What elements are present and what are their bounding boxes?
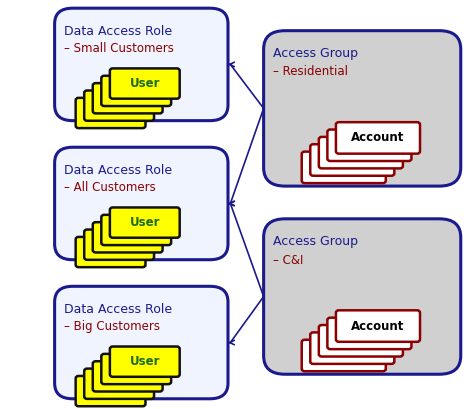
FancyBboxPatch shape	[110, 346, 180, 377]
Text: – C&I: – C&I	[273, 254, 304, 267]
FancyBboxPatch shape	[84, 90, 154, 121]
FancyBboxPatch shape	[110, 68, 180, 99]
Text: – Residential: – Residential	[273, 65, 348, 79]
FancyBboxPatch shape	[110, 207, 180, 238]
FancyBboxPatch shape	[302, 340, 386, 371]
Text: Access Group: Access Group	[273, 47, 358, 60]
FancyBboxPatch shape	[264, 31, 461, 186]
FancyBboxPatch shape	[76, 98, 145, 128]
FancyBboxPatch shape	[76, 376, 145, 406]
FancyBboxPatch shape	[93, 361, 162, 391]
FancyBboxPatch shape	[84, 369, 154, 399]
Text: Data Access Role: Data Access Role	[64, 303, 172, 316]
Text: – Big Customers: – Big Customers	[64, 320, 160, 333]
Text: Access Group: Access Group	[273, 235, 358, 248]
FancyBboxPatch shape	[319, 325, 403, 357]
FancyBboxPatch shape	[310, 333, 394, 364]
FancyBboxPatch shape	[264, 219, 461, 374]
Text: User: User	[130, 355, 160, 368]
Text: User: User	[130, 77, 160, 90]
Text: – All Customers: – All Customers	[64, 181, 156, 194]
Text: – Small Customers: – Small Customers	[64, 42, 174, 55]
FancyBboxPatch shape	[93, 222, 162, 252]
FancyBboxPatch shape	[327, 318, 411, 349]
FancyBboxPatch shape	[76, 237, 145, 267]
Text: User: User	[130, 216, 160, 229]
Text: Account: Account	[352, 131, 405, 144]
FancyBboxPatch shape	[302, 152, 386, 183]
FancyBboxPatch shape	[101, 215, 171, 245]
FancyBboxPatch shape	[84, 229, 154, 260]
FancyBboxPatch shape	[55, 147, 228, 260]
FancyBboxPatch shape	[327, 130, 411, 161]
FancyBboxPatch shape	[336, 310, 420, 342]
FancyBboxPatch shape	[101, 76, 171, 106]
FancyBboxPatch shape	[55, 8, 228, 121]
FancyBboxPatch shape	[93, 83, 162, 113]
FancyBboxPatch shape	[310, 144, 394, 176]
FancyBboxPatch shape	[101, 354, 171, 384]
Text: Data Access Role: Data Access Role	[64, 164, 172, 177]
Text: Account: Account	[352, 319, 405, 333]
FancyBboxPatch shape	[319, 137, 403, 169]
FancyBboxPatch shape	[336, 122, 420, 154]
Text: Data Access Role: Data Access Role	[64, 25, 172, 38]
FancyBboxPatch shape	[55, 286, 228, 399]
